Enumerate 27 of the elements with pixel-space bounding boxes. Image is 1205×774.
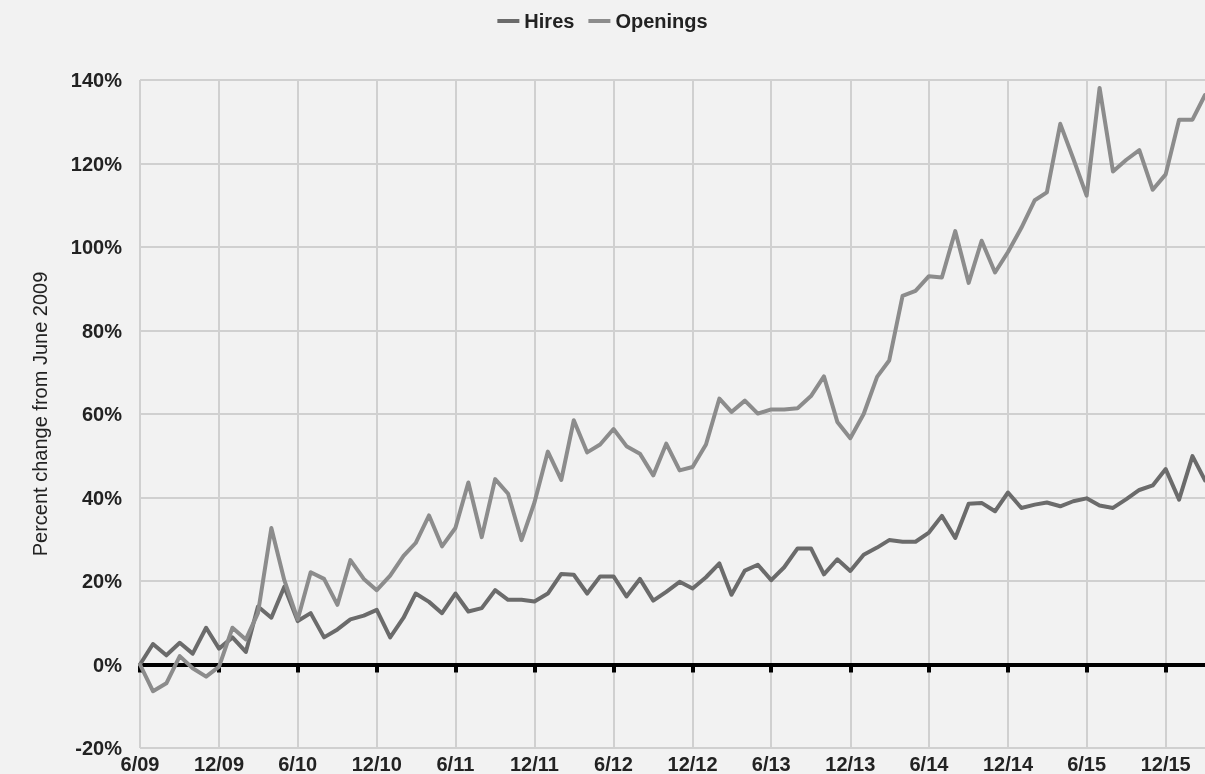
x-tick-label: 6/12 [594, 753, 633, 774]
x-tick-label: 12/09 [194, 753, 245, 774]
y-tick-label: 120% [70, 152, 123, 175]
x-tick-label: 6/15 [1067, 753, 1107, 774]
x-tick-label: 12/15 [1140, 753, 1191, 774]
legend-label: Hires [524, 10, 575, 32]
x-tick-label: 12/11 [509, 753, 559, 774]
x-tick-label: 12/10 [351, 753, 402, 774]
x-tick-label: 6/10 [278, 753, 318, 774]
x-tick-label: 12/14 [982, 753, 1034, 774]
y-axis-title: Percent change from June 2009 [29, 271, 51, 557]
legend-label: Openings [615, 10, 708, 32]
y-tick-label: 40% [81, 486, 123, 509]
y-tick-label: 80% [81, 319, 123, 342]
y-tick-label: -20% [75, 737, 123, 759]
x-tick-label: 6/09 [120, 753, 160, 774]
x-tick-label: 6/14 [909, 753, 950, 774]
x-tick-label: 12/13 [825, 753, 876, 774]
x-tick-label: 6/11 [436, 753, 475, 774]
x-tick-label: 12/12 [667, 753, 718, 774]
y-tick-label: 140% [70, 69, 123, 91]
x-tick-label: 6/13 [751, 753, 791, 774]
y-tick-label: 60% [81, 403, 123, 425]
y-tick-label: 0% [93, 653, 123, 676]
y-tick-label: 20% [81, 570, 123, 592]
y-tick-label: 100% [70, 236, 123, 258]
line-series [138, 85, 1205, 694]
